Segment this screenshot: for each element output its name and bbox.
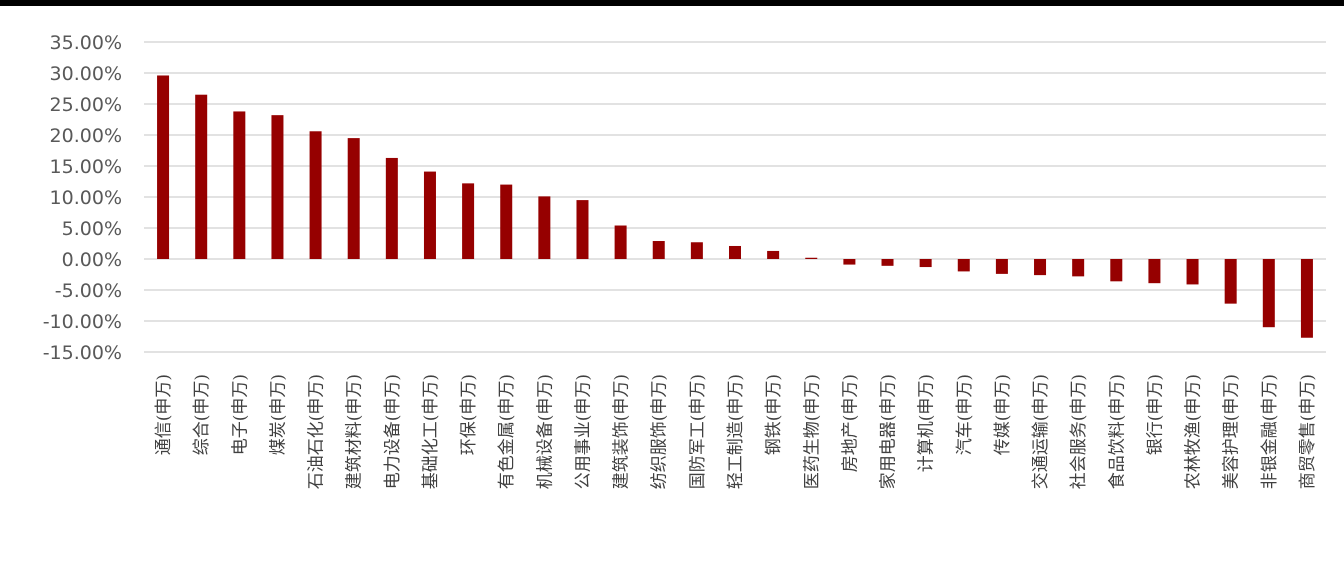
bar (233, 111, 246, 259)
x-category-label: 电子(申万) (230, 374, 250, 455)
x-category-label: 食品饮料(申万) (1107, 374, 1127, 489)
bar (919, 259, 932, 268)
y-tick-label: 35.00% (50, 32, 122, 54)
bar (1262, 259, 1275, 328)
bar (1072, 259, 1085, 277)
bar (805, 257, 818, 259)
x-category-label: 建筑装饰(申万) (612, 374, 632, 489)
bar (652, 241, 665, 259)
x-axis-categories: 通信(申万) 综合(申万) 电子(申万) 煤炭(申万) 石油石化(申万) 建筑材料(申万)… (154, 374, 1318, 489)
bar (1300, 259, 1313, 338)
x-category-label: 家用电器(申万) (879, 374, 899, 489)
x-category-label: 石油石化(申万) (307, 374, 327, 489)
bar (957, 259, 970, 272)
bar (195, 94, 208, 259)
y-tick-label: 10.00% (50, 187, 122, 209)
bar (729, 245, 741, 259)
x-category-label: 有色金属(申万) (497, 374, 517, 489)
x-category-label: 国防军工(申万) (688, 374, 708, 489)
bar (271, 115, 284, 259)
x-category-label: 汽车(申万) (955, 374, 975, 455)
x-category-label: 公用事业(申万) (573, 374, 593, 489)
x-category-label: 通信(申万) (154, 374, 174, 455)
x-category-label: 交通运输(申万) (1031, 374, 1051, 489)
x-category-label: 基础化工(申万) (421, 374, 441, 489)
x-category-label: 医药生物(申万) (802, 374, 822, 489)
x-category-label: 环保(申万) (459, 374, 479, 455)
bar (843, 259, 856, 265)
bar (1186, 259, 1199, 285)
gridlines (144, 41, 1326, 353)
bar (538, 196, 551, 259)
y-axis-ticks: 35.00% 30.00% 25.00% 20.00% 15.00% 10.00% 5.00… (43, 32, 122, 364)
bar (576, 200, 589, 259)
y-tick-label: 30.00% (50, 63, 122, 85)
bar (995, 259, 1008, 274)
x-category-label: 机械设备(申万) (535, 374, 555, 489)
x-category-label: 建筑材料(申万) (345, 374, 365, 489)
y-tick-label: 20.00% (50, 125, 122, 147)
bar (767, 250, 780, 259)
x-category-label: 非银金融(申万) (1260, 374, 1280, 489)
y-tick-label: 25.00% (50, 94, 122, 116)
y-tick-label: -10.00% (43, 311, 122, 333)
bar (347, 138, 360, 259)
x-category-label: 综合(申万) (192, 374, 212, 455)
bar (157, 75, 170, 259)
x-category-label: 计算机(申万) (917, 374, 937, 472)
x-category-label: 煤炭(申万) (268, 374, 288, 455)
bar (462, 183, 475, 259)
x-category-label: 商贸零售(申万) (1298, 374, 1318, 489)
bar (385, 157, 398, 259)
x-category-label: 美容护理(申万) (1222, 374, 1242, 489)
x-category-label: 社会服务(申万) (1069, 374, 1089, 489)
bar (690, 242, 703, 259)
bar (423, 171, 436, 259)
x-category-label: 银行(申万) (1145, 374, 1165, 455)
bars (157, 75, 1313, 338)
x-category-label: 房地产(申万) (840, 374, 860, 472)
x-category-label: 传媒(申万) (993, 374, 1013, 455)
x-category-label: 轻工制造(申万) (726, 374, 746, 489)
bar (1224, 259, 1237, 304)
y-tick-label: 15.00% (50, 156, 122, 178)
y-tick-label: 0.00% (62, 249, 122, 271)
bar (1110, 259, 1123, 282)
bar (1034, 259, 1047, 276)
bar (1148, 259, 1161, 284)
y-tick-label: -15.00% (43, 342, 122, 364)
chart-frame: 35.00% 30.00% 25.00% 20.00% 15.00% 10.00% 5.00… (0, 6, 1344, 578)
bar-chart: 35.00% 30.00% 25.00% 20.00% 15.00% 10.00% 5.00… (43, 32, 1326, 489)
bar (881, 259, 894, 266)
x-category-label: 钢铁(申万) (764, 374, 784, 455)
y-tick-label: -5.00% (55, 280, 122, 302)
x-category-label: 纺织服饰(申万) (650, 374, 670, 489)
bar (309, 131, 322, 259)
x-category-label: 农林牧渔(申万) (1184, 374, 1204, 489)
x-category-label: 电力设备(申万) (383, 374, 403, 489)
bar (614, 225, 627, 259)
y-tick-label: 5.00% (62, 218, 122, 240)
bar (500, 184, 513, 259)
